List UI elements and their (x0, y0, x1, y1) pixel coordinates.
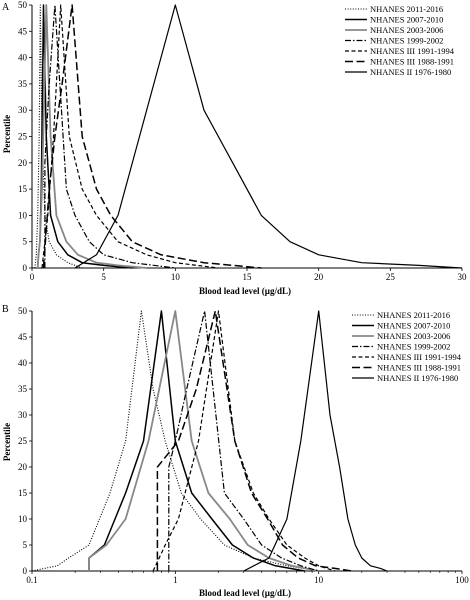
panel-a-x-tick-label: 0 (30, 272, 35, 282)
panel-a-x-tick-label: 10 (171, 272, 181, 282)
panel-b-y-tick-label: 10 (18, 514, 28, 524)
panel-b-x-axis-title: Blood lead level (µg/dL) (199, 588, 291, 598)
panel-b-legend-label: NHANES 2003-2006 (377, 331, 450, 341)
panel-b-y-tick-label: 40 (18, 358, 28, 368)
panel-b-label: B (2, 304, 9, 315)
panel-b-y-tick-label: 50 (18, 306, 28, 316)
panel-b-legend-label: NHANES 1999-2002 (377, 342, 450, 352)
panel-a-y-tick-label: 15 (18, 184, 28, 194)
panel-b-y-axis-title: Percentile (2, 423, 12, 461)
panel-a-series-line-1 (34, 4, 83, 269)
panel-b-plot-area: 0 5 10 15 20 25 30 35 40 45 50 0.1 1 10 100 NHANES 2011… (18, 306, 469, 585)
panel-a-x-axis-title: Blood lead level (µg/dL) (199, 286, 291, 296)
panel-b-x-tick-label: 10 (314, 575, 324, 585)
panel-b-y-tick-label: 25 (18, 436, 28, 446)
panel-a-series-line-7 (74, 4, 463, 269)
panel-b-series-line-5 (152, 310, 336, 572)
panel-b-y-tick-label: 30 (18, 410, 28, 420)
panel-b-legend-label: NHANES 2007-2010 (377, 321, 450, 331)
panel-b: B Percentile Blood lead level (µg/dL) 0 5… (2, 304, 469, 598)
panel-a-legend-label: NHANES 1999-2002 (370, 36, 443, 46)
panel-a-legend-label: NHANES 2007-2010 (370, 15, 443, 25)
panel-b-y-tick-label: 35 (18, 384, 28, 394)
panel-a-series-line-3 (36, 4, 147, 269)
panel-a-legend-label: NHANES III 1991-1994 (370, 46, 455, 56)
panel-a-legend-label: NHANES III 1988-1991 (370, 57, 454, 67)
panel-a-legend-label: NHANES 2011-2016 (370, 4, 443, 14)
panel-a-series-line-4 (44, 4, 176, 269)
panel-b-y-tick-label: 20 (18, 462, 28, 472)
panel-a-x-tick-label: 30 (458, 272, 468, 282)
panel-a-plot-area: 0 5 10 15 20 25 30 35 40 45 50 0 5 10 15 20 25 30 NHANES 2… (18, 0, 467, 282)
panel-a-y-tick-label: 5 (23, 237, 28, 247)
panel-a-y-axis-title: Percentile (2, 115, 12, 153)
panel-b-y-tick-label: 0 (23, 566, 28, 576)
panel-a-y-tick-label: 25 (18, 132, 28, 142)
panel-a-x-tick-label: 15 (243, 272, 253, 282)
panel-b-series-line-1 (31, 310, 319, 572)
panel-a-y-tick-label: 0 (23, 263, 28, 273)
panel-b-legend-label: NHANES III 1991-1994 (377, 352, 462, 362)
panel-b-y-tick-label: 15 (18, 488, 28, 498)
panel-b-legend-label: NHANES III 1988-1991 (377, 363, 461, 373)
panel-a-y-tick-label: 30 (18, 105, 28, 115)
panel-b-series-line-2 (88, 310, 305, 572)
panel-b-x-tick-label: 100 (455, 575, 469, 585)
panel-b-series-line-3 (88, 310, 319, 572)
panel-b-series-line-4 (168, 310, 319, 572)
panel-b-y-tick-label: 45 (18, 332, 28, 342)
panel-b-x-tick-label: 0.1 (26, 575, 37, 585)
panel-a-x-tick-label: 20 (314, 272, 324, 282)
panel-a-x-tick-label: 25 (386, 272, 396, 282)
panel-a-series-line-6 (42, 4, 262, 269)
panel-a-y-tick-label: 40 (18, 53, 28, 63)
panel-a-y-tick-label: 50 (18, 0, 28, 10)
panel-b-series-line-7 (243, 310, 388, 572)
panel-a-y-tick-label: 10 (18, 210, 28, 220)
panel-a-legend-label: NHANES II 1976-1980 (370, 67, 451, 77)
panel-a: A Percentile Blood lead level (µg/dL) 0 5… (2, 0, 467, 296)
panel-a-y-tick-label: 35 (18, 79, 28, 89)
panel-a-series-line-5 (41, 4, 219, 269)
panel-b-x-tick-label: 1 (173, 575, 178, 585)
panel-a-label: A (2, 2, 10, 13)
panel-b-legend-label: NHANES 2011-2016 (377, 310, 450, 320)
panel-a-y-tick-label: 20 (18, 158, 28, 168)
panel-a-x-tick-label: 5 (101, 272, 106, 282)
panel-b-y-tick-label: 5 (23, 540, 28, 550)
panel-b-legend-label: NHANES II 1976-1980 (377, 373, 458, 383)
panel-a-y-tick-label: 45 (18, 26, 28, 36)
panel-b-series-line-6 (156, 310, 352, 572)
panel-a-legend-label: NHANES 2003-2006 (370, 25, 443, 35)
